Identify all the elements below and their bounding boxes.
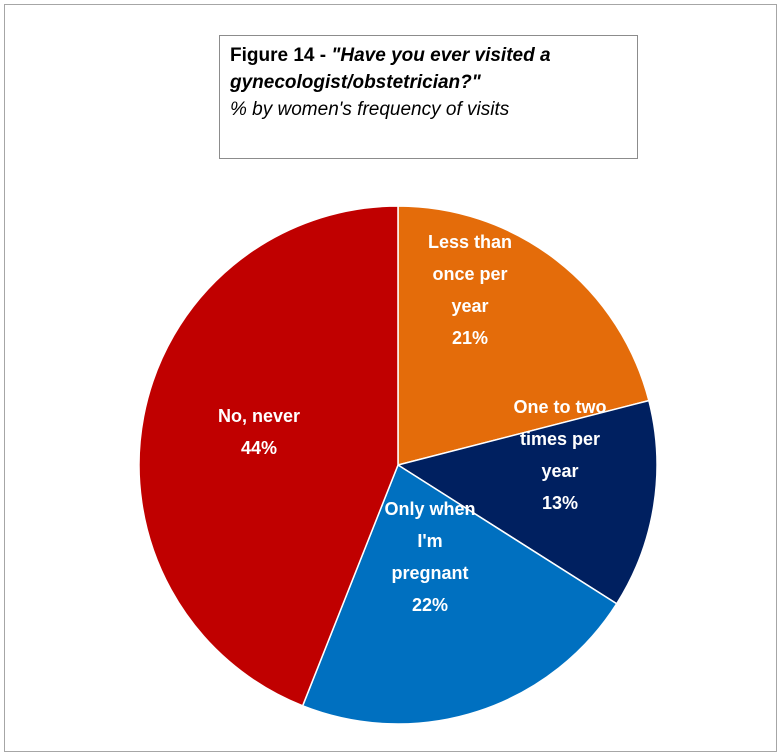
pie-slice-label: Only when I'm pregnant 22%: [384, 499, 475, 615]
pie-slice-label-line: No, never: [218, 406, 300, 426]
pie-slice-label-line: One to two: [514, 397, 607, 417]
pie-slice: [397, 205, 650, 466]
pie-slice: [138, 205, 399, 707]
chart-title-question: "Have you ever visited a gynecologist/ob…: [230, 45, 551, 93]
pie-slice-label: No, never 44%: [218, 406, 300, 458]
pie-slice-label-line: Less than: [428, 232, 512, 252]
pie-slice: [396, 399, 658, 605]
pie-slice-label: One to two times per year 13%: [514, 397, 607, 513]
pie-slice-label-line: times per: [520, 429, 600, 449]
pie-slice-label-line: pregnant: [391, 563, 468, 583]
pie-slice-label-line: I'm: [417, 531, 442, 551]
pie-slice-label-line: year: [451, 296, 488, 316]
pie-slice-label-line: Only when: [384, 499, 475, 519]
pie-slice-value: 21%: [452, 328, 488, 348]
chart-title-box: Figure 14 - "Have you ever visited a gyn…: [219, 35, 638, 159]
chart-subtitle: % by women's frequency of visits: [230, 99, 510, 120]
pie-slice-value: 13%: [542, 493, 578, 513]
pie-slice-label-line: year: [541, 461, 578, 481]
pie-slice: [301, 463, 618, 725]
pie-slice-value: 22%: [412, 595, 448, 615]
pie-slice-label-line: once per: [432, 264, 507, 284]
pie-slice-label: Less than once per year 21%: [428, 232, 512, 348]
pie-slice-value: 44%: [241, 438, 277, 458]
chart-title-prefix: Figure 14 -: [230, 45, 332, 66]
